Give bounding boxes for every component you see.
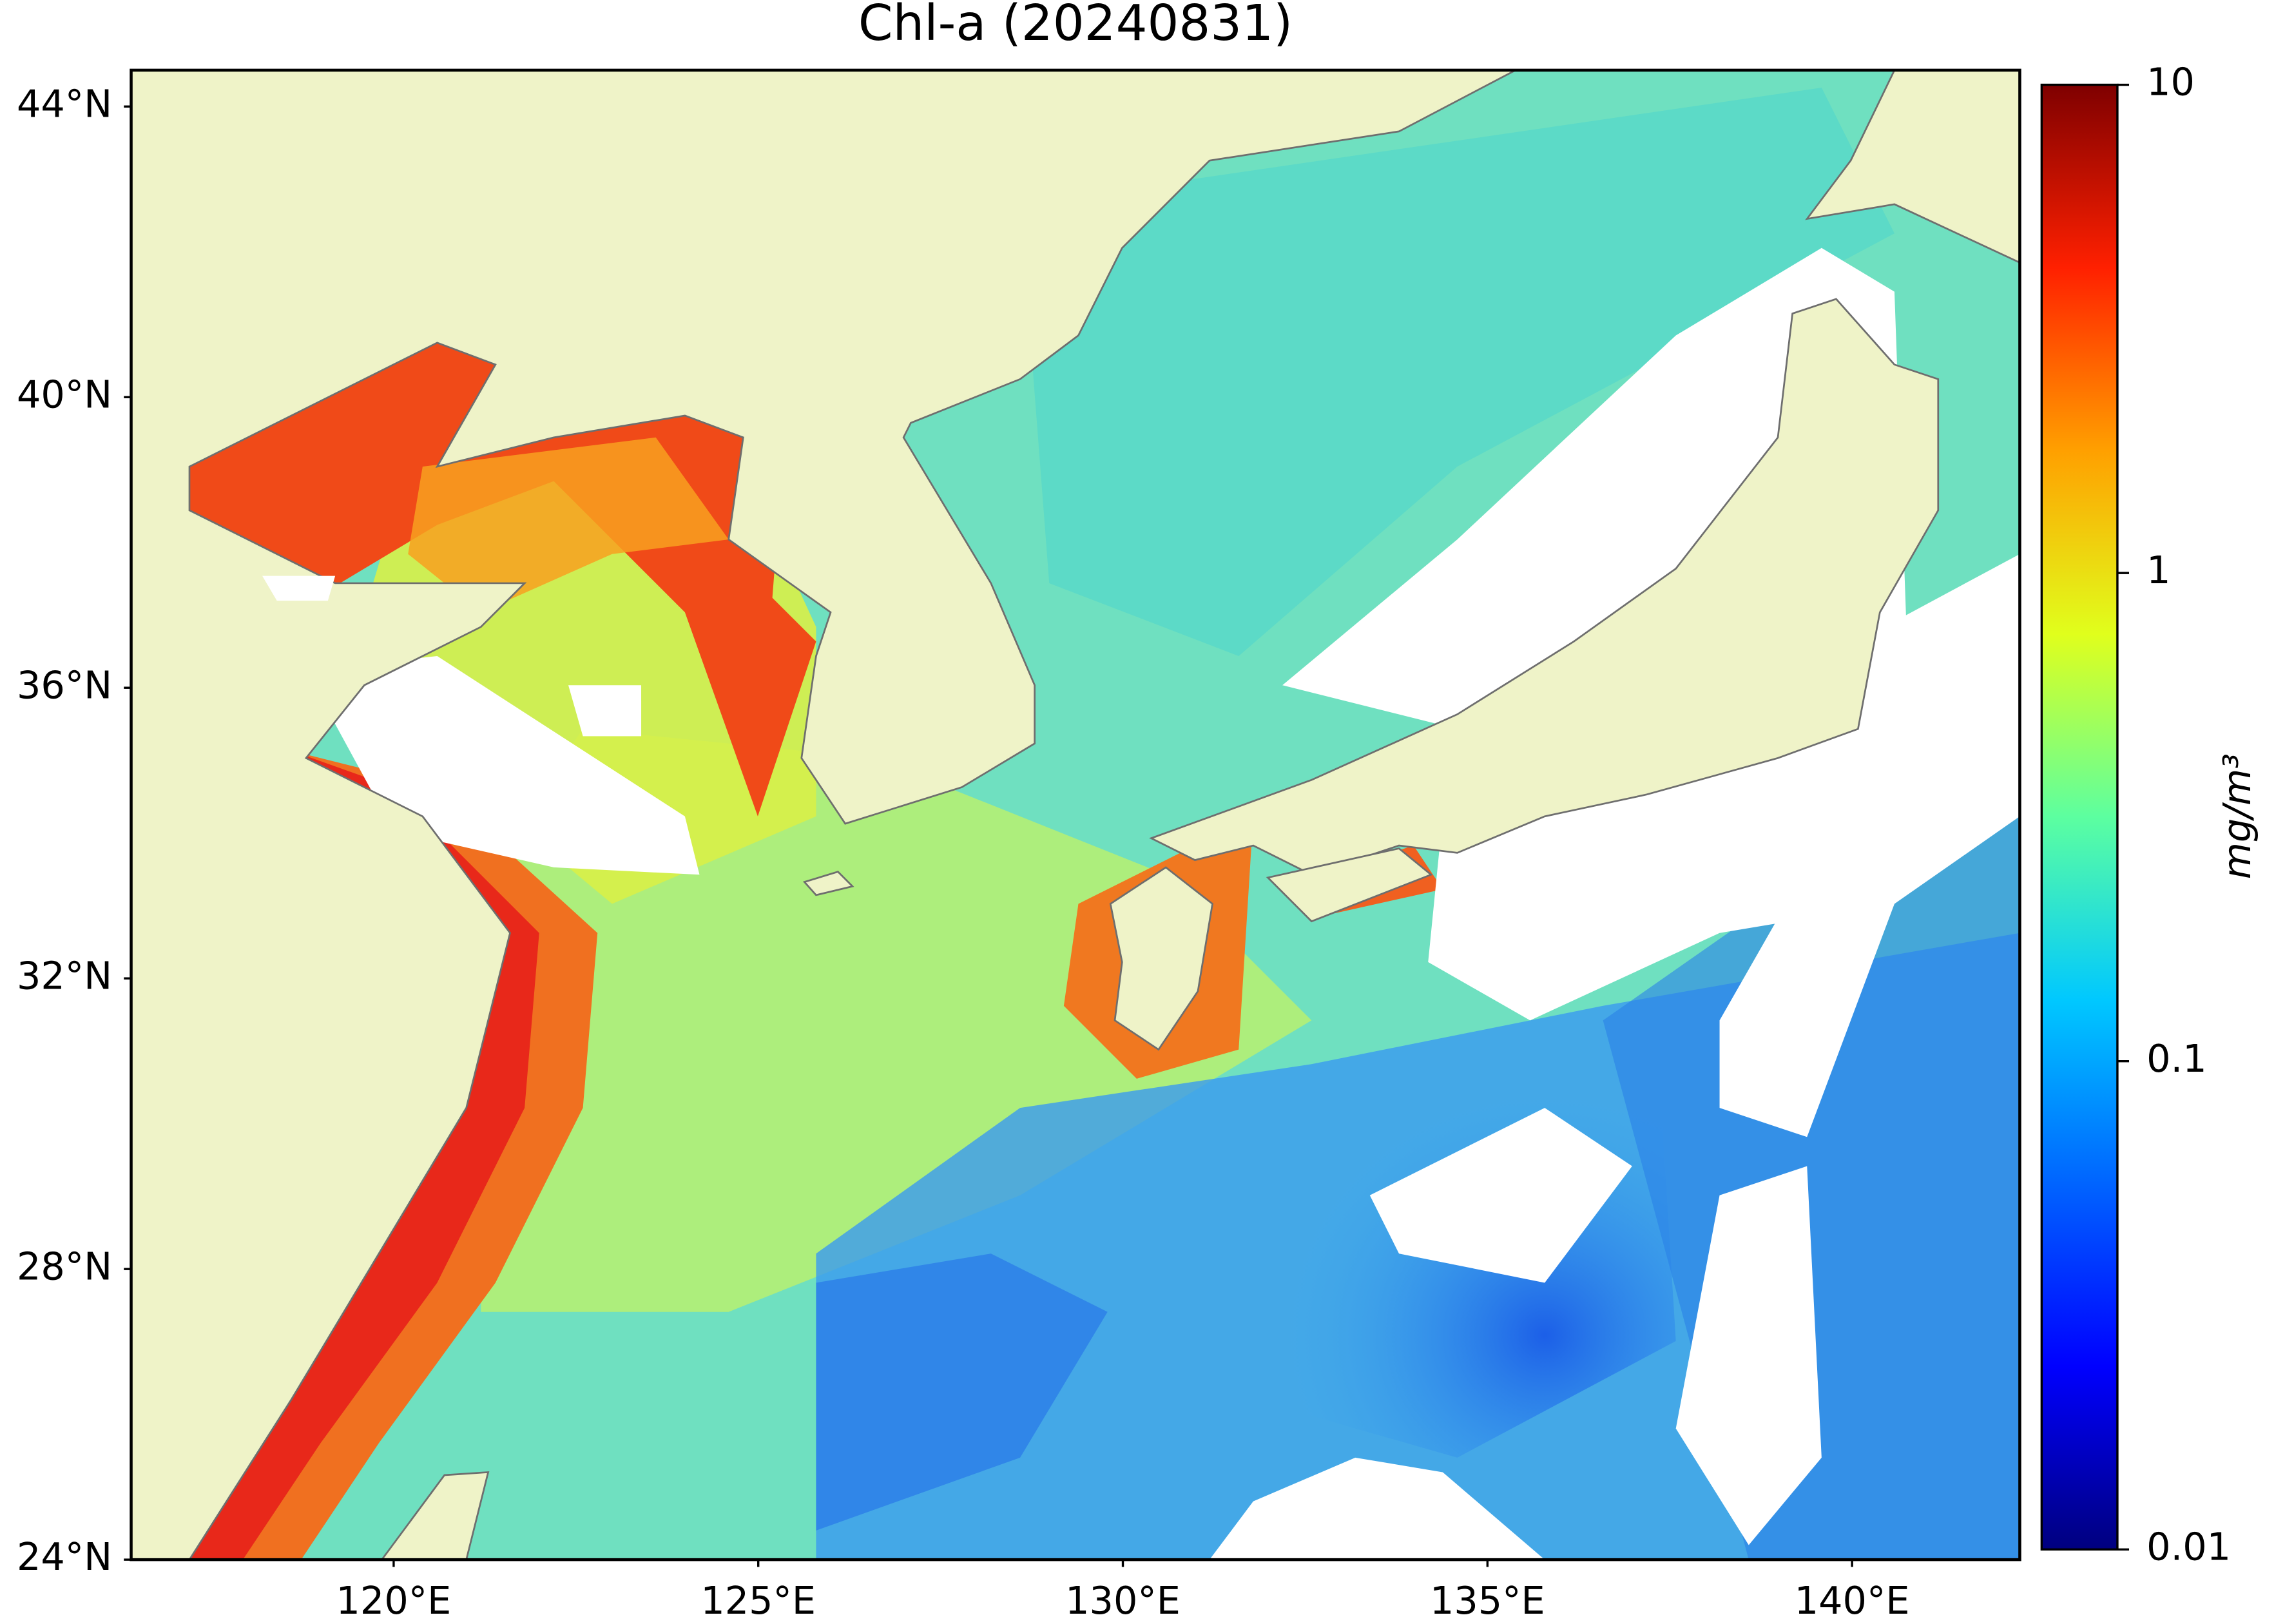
y-tick-label: 44°N bbox=[17, 81, 112, 126]
land bbox=[131, 70, 1516, 1560]
sea-low bbox=[816, 1253, 1108, 1531]
x-tick-label: 120°E bbox=[336, 1578, 452, 1623]
colorbar bbox=[2040, 83, 2119, 1551]
land bbox=[1109, 866, 1214, 1051]
colorbar-tick-label: 10 bbox=[2146, 60, 2195, 104]
x-tick-label: 125°E bbox=[700, 1578, 816, 1623]
sea-shelf bbox=[481, 729, 1312, 1312]
colorbar-tick-label: 0.1 bbox=[2146, 1036, 2206, 1081]
x-tick-label: 140°E bbox=[1795, 1578, 1910, 1623]
cloud bbox=[1210, 1457, 1545, 1560]
coast-mid bbox=[408, 437, 729, 613]
cloud bbox=[1675, 1166, 1822, 1545]
coast-high bbox=[171, 751, 539, 1560]
map bbox=[131, 70, 2020, 1560]
colorbar-label: mg/m³ bbox=[2215, 753, 2259, 879]
map-frame bbox=[130, 68, 2021, 1561]
cloud bbox=[568, 685, 642, 737]
x-tick-label: 135°E bbox=[1430, 1578, 1545, 1623]
land bbox=[802, 871, 854, 896]
colorbar-tick-label: 1 bbox=[2146, 548, 2170, 592]
y-tick-label: 36°N bbox=[17, 662, 112, 707]
cloud bbox=[1369, 1108, 1632, 1283]
sea-japan bbox=[1020, 88, 1895, 657]
y-tick-label: 24°N bbox=[17, 1534, 112, 1579]
cloud bbox=[1719, 816, 1895, 1137]
colorbar-tick-label: 0.01 bbox=[2146, 1524, 2231, 1569]
land bbox=[1805, 70, 2020, 264]
land bbox=[1266, 847, 1433, 923]
chart-title: Chl-a (20240831) bbox=[858, 0, 1293, 52]
x-tick-label: 130°E bbox=[1065, 1578, 1181, 1623]
y-tick-label: 32°N bbox=[17, 953, 112, 998]
y-tick-label: 40°N bbox=[17, 372, 112, 416]
land bbox=[380, 1471, 490, 1560]
cloud bbox=[262, 575, 336, 601]
y-tick-label: 28°N bbox=[17, 1244, 112, 1288]
